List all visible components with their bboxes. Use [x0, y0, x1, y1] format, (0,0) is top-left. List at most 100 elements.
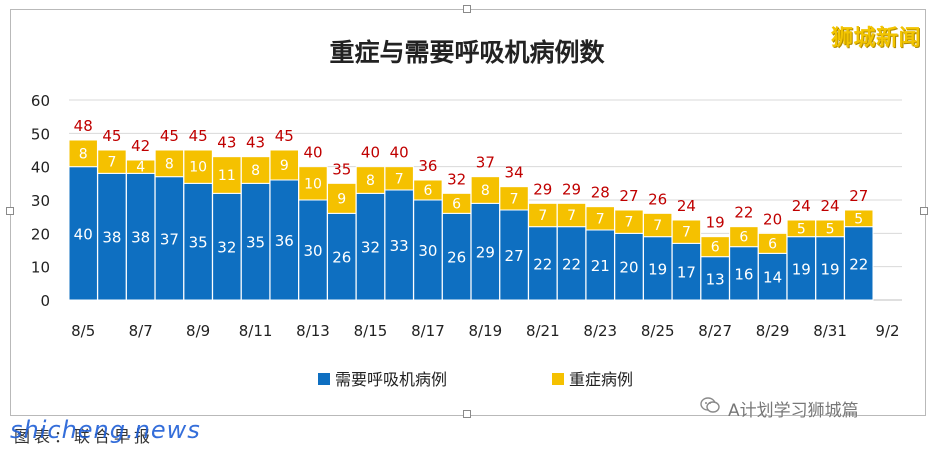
- bar-label-severe: 7: [538, 208, 547, 224]
- bar-label-severe: 7: [395, 171, 404, 187]
- y-tick-label: 10: [31, 259, 50, 277]
- bar-ventilator: [355, 192, 386, 301]
- bar-label-severe: 8: [165, 156, 174, 172]
- bar-label-severe: 8: [79, 146, 88, 162]
- resize-handle-right[interactable]: [920, 207, 928, 215]
- bar-total-label: 26: [648, 190, 667, 208]
- bar-ventilator: [212, 192, 242, 301]
- bar-total-label: 40: [303, 144, 322, 162]
- bar-total-label: 22: [734, 204, 753, 222]
- bar-label-ventilator: 40: [74, 225, 93, 243]
- bar-total-label: 34: [505, 164, 524, 182]
- bar-ventilator: [844, 226, 874, 301]
- bar-total-label: 24: [820, 197, 839, 215]
- bar-severe: [269, 149, 300, 181]
- bar-total-label: 43: [246, 134, 265, 152]
- bar-label-ventilator: 33: [390, 237, 409, 255]
- bar-total-label: 45: [189, 127, 208, 145]
- y-tick-label: 40: [31, 159, 50, 177]
- x-tick-label: 8/19: [469, 322, 503, 340]
- bar-label-ventilator: 19: [792, 260, 811, 278]
- resize-handle-bottom[interactable]: [463, 410, 471, 418]
- watermark-text: A计划学习狮城篇: [728, 401, 859, 421]
- bar-label-ventilator: 16: [734, 265, 753, 283]
- y-tick-label: 60: [31, 92, 50, 110]
- bar-label-severe: 10: [189, 160, 207, 176]
- x-tick-label: 8/5: [71, 322, 95, 340]
- bar-label-ventilator: 30: [418, 242, 437, 260]
- caption-source: 图表：联合早报: [14, 427, 155, 446]
- x-tick-label: 8/9: [186, 322, 210, 340]
- bar-label-ventilator: 17: [677, 264, 696, 282]
- bar-total-label: 36: [418, 157, 437, 175]
- bar-label-severe: 6: [768, 236, 777, 252]
- bar-label-severe: 7: [682, 225, 691, 241]
- y-tick-label: 50: [31, 125, 50, 143]
- bar-severe: [355, 166, 386, 194]
- bar-label-ventilator: 26: [332, 249, 351, 267]
- x-tick-label: 8/11: [239, 322, 273, 340]
- resize-handle-left[interactable]: [6, 207, 14, 215]
- bar-severe: [240, 156, 271, 184]
- bar-label-ventilator: 38: [102, 229, 121, 247]
- bar-ventilator: [269, 179, 300, 301]
- bar-total-label: 32: [447, 170, 466, 188]
- bar-label-ventilator: 19: [648, 260, 667, 278]
- y-tick-label: 0: [40, 292, 50, 310]
- bar-label-severe: 8: [251, 163, 260, 179]
- bar-label-severe: 7: [567, 208, 576, 224]
- bar-label-severe: 4: [136, 160, 145, 176]
- bar-severe: [844, 209, 874, 228]
- bar-label-severe: 5: [797, 221, 806, 237]
- bar-label-severe: 7: [107, 155, 116, 171]
- bar-ventilator: [700, 256, 730, 301]
- bar-ventilator: [585, 229, 615, 301]
- y-tick-label: 30: [31, 192, 50, 210]
- bar-label-ventilator: 29: [476, 244, 495, 262]
- bar-label-severe: 9: [337, 191, 346, 207]
- x-tick-label: 8/23: [583, 322, 617, 340]
- bar-ventilator: [642, 236, 673, 301]
- bar-label-ventilator: 22: [849, 255, 868, 273]
- bar-ventilator: [183, 182, 213, 301]
- bar-label-severe: 9: [280, 158, 289, 174]
- bar-total-label: 24: [677, 197, 696, 215]
- bar-label-ventilator: 26: [447, 249, 466, 267]
- bar-total-label: 28: [591, 184, 610, 202]
- bar-label-ventilator: 27: [505, 247, 524, 265]
- wechat-icon: [700, 397, 720, 413]
- bar-label-severe: 6: [423, 183, 432, 199]
- x-tick-label: 8/27: [698, 322, 732, 340]
- bar-severe: [154, 149, 185, 178]
- bar-label-ventilator: 13: [706, 270, 725, 288]
- bar-ventilator: [327, 212, 357, 301]
- bar-label-ventilator: 35: [246, 234, 265, 252]
- bar-severe: [183, 149, 213, 184]
- bar-total-label: 43: [217, 134, 236, 152]
- y-tick-label: 20: [31, 225, 50, 243]
- bar-label-severe: 6: [452, 196, 461, 212]
- bar-severe: [671, 219, 702, 244]
- bar-total-label: 42: [131, 137, 150, 155]
- bar-label-severe: 5: [826, 221, 835, 237]
- legend-swatch: [318, 373, 330, 385]
- bar-severe: [298, 166, 328, 201]
- bar-label-ventilator: 21: [591, 257, 610, 275]
- bar-label-severe: 10: [304, 176, 322, 192]
- legend-label: 需要呼吸机病例: [335, 370, 447, 389]
- bar-total-label: 29: [533, 180, 552, 198]
- bar-severe: [212, 156, 242, 194]
- x-tick-label: 8/13: [296, 322, 330, 340]
- bar-label-ventilator: 14: [763, 269, 782, 287]
- bar-total-label: 35: [332, 160, 351, 178]
- bar-label-severe: 6: [739, 230, 748, 246]
- bar-label-ventilator: 22: [533, 255, 552, 273]
- bar-total-label: 27: [849, 187, 868, 205]
- bar-label-severe: 7: [625, 215, 634, 231]
- bar-label-severe: 5: [854, 211, 863, 227]
- bar-severe: [68, 139, 98, 168]
- bar-label-ventilator: 22: [562, 255, 581, 273]
- bar-total-label: 29: [562, 180, 581, 198]
- resize-handle-top[interactable]: [463, 5, 471, 13]
